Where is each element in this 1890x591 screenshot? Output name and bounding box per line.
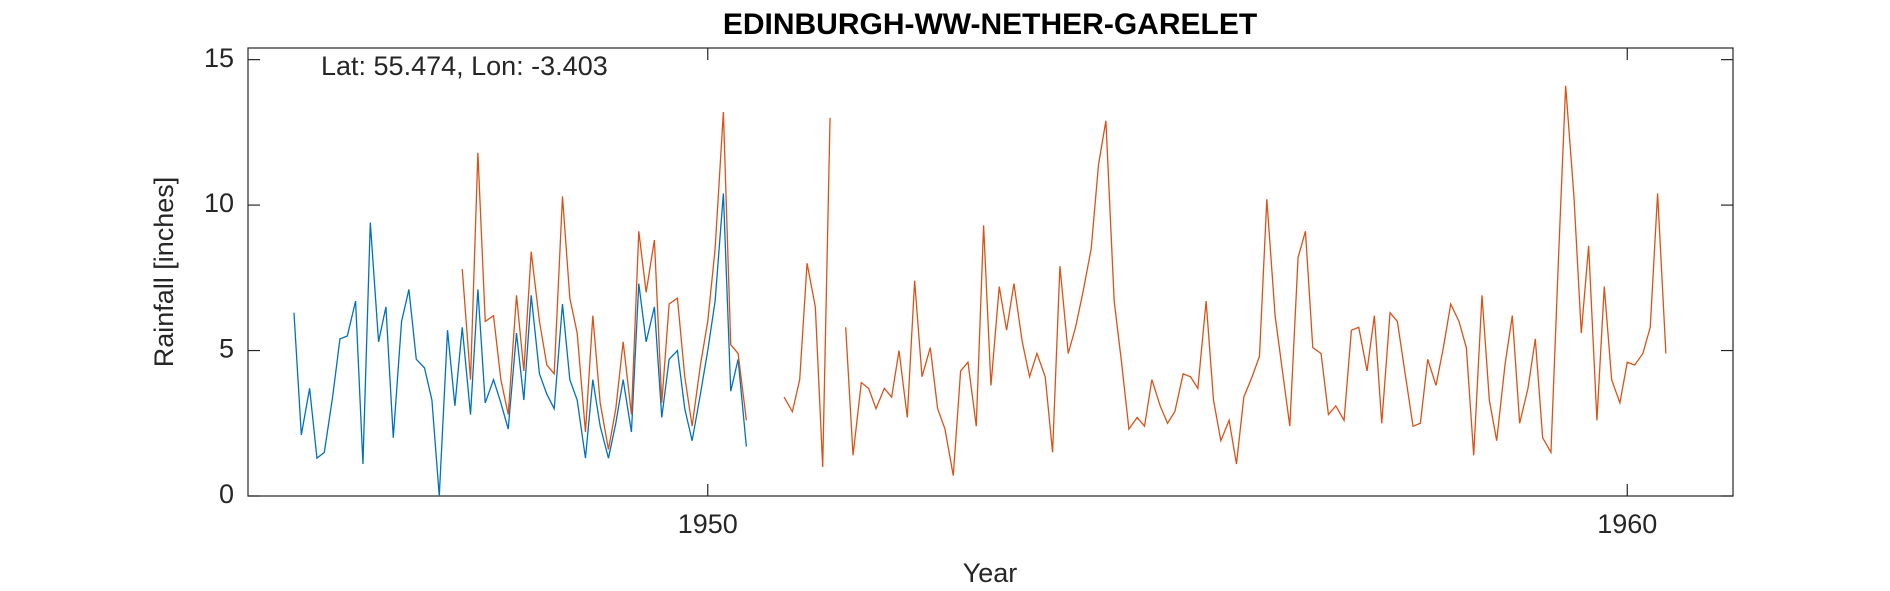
x-axis-label: Year — [963, 558, 1018, 588]
data-line — [293, 193, 748, 497]
y-axis-label: Rainfall [inches] — [149, 177, 179, 368]
plot-frame — [247, 47, 1734, 497]
x-tick-label: 1950 — [678, 509, 738, 539]
chart-title: EDINBURGH-WW-NETHER-GARELET — [723, 8, 1257, 41]
y-tick-label: 0 — [219, 479, 234, 509]
annotation: Lat: 55.474, Lon: -3.403 — [321, 51, 608, 81]
y-tick-label: 10 — [204, 188, 234, 218]
data-line — [461, 85, 1667, 476]
x-tick-label: 1960 — [1597, 509, 1657, 539]
y-tick-label: 5 — [219, 334, 234, 364]
y-tick-label: 15 — [204, 43, 234, 73]
